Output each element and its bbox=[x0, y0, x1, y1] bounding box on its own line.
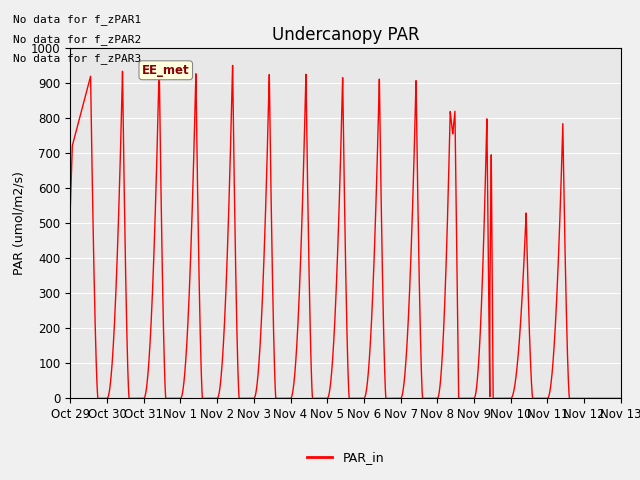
Title: Undercanopy PAR: Undercanopy PAR bbox=[272, 25, 419, 44]
Y-axis label: PAR (umol/m2/s): PAR (umol/m2/s) bbox=[13, 171, 26, 275]
Text: EE_met: EE_met bbox=[142, 64, 189, 77]
Legend: PAR_in: PAR_in bbox=[302, 446, 389, 469]
Text: No data for f_zPAR1: No data for f_zPAR1 bbox=[13, 14, 141, 25]
Text: No data for f_zPAR3: No data for f_zPAR3 bbox=[13, 53, 141, 64]
Text: No data for f_zPAR2: No data for f_zPAR2 bbox=[13, 34, 141, 45]
